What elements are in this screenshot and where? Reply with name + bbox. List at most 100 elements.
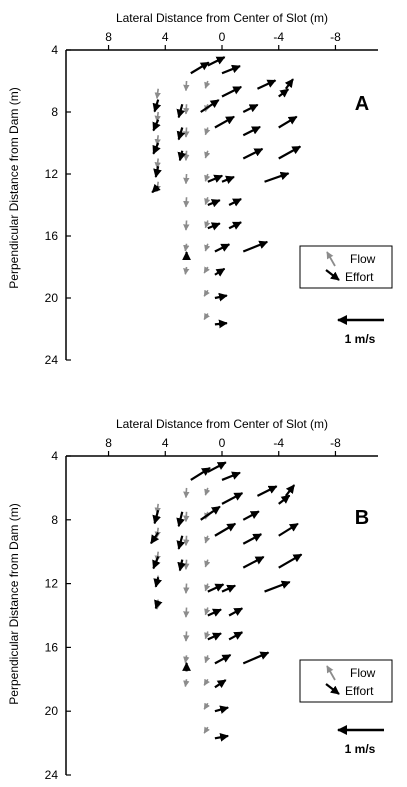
- scale-label: 1 m/s: [345, 332, 376, 346]
- legend-effort-arrow: [325, 269, 340, 281]
- effort-vector: [228, 221, 242, 230]
- y-tick-label: 8: [51, 105, 58, 119]
- effort-vector: [242, 651, 270, 665]
- effort-vector: [221, 85, 242, 98]
- effort-vector: [152, 509, 161, 525]
- panel-b-y-ticks: 4 8 12 16 20 24: [45, 449, 71, 782]
- flow-vector: [204, 243, 211, 252]
- legend-effort-label: Effort: [345, 684, 374, 698]
- legend-effort-label: Effort: [345, 270, 374, 284]
- effort-vector: [152, 556, 161, 570]
- legend-flow-arrow: [326, 665, 336, 681]
- panel-b-label: B: [355, 507, 369, 529]
- flow-vector: [203, 289, 210, 297]
- effort-vector: [256, 485, 278, 497]
- effort-vector: [154, 599, 163, 610]
- effort-vector: [207, 608, 222, 617]
- flow-vector: [183, 679, 190, 688]
- y-tick-label: 8: [51, 513, 58, 527]
- effort-vector: [152, 119, 161, 132]
- flow-vector: [183, 220, 190, 231]
- flow-vector: [203, 702, 210, 710]
- effort-vector: [242, 103, 259, 113]
- y-tick-label: 12: [45, 167, 59, 181]
- panel-a-legend: Flow Effort: [299, 245, 393, 289]
- panel-a-xlabel: Lateral Distance from Center of Slot (m): [116, 11, 328, 25]
- effort-vector: [207, 56, 226, 67]
- y-tick-label: 20: [45, 704, 59, 718]
- effort-vector: [207, 461, 227, 473]
- effort-vector: [242, 510, 260, 521]
- effort-vector: [214, 243, 231, 253]
- effort-vector: [214, 653, 232, 665]
- flow-vector: [204, 80, 211, 89]
- legend-flow-label: Flow: [350, 252, 376, 266]
- effort-vector: [278, 115, 298, 129]
- effort-vector: [221, 175, 235, 184]
- flow-vector: [183, 535, 190, 546]
- flow-vector: [183, 80, 190, 92]
- effort-vector: [190, 466, 211, 481]
- flow-vector: [154, 88, 161, 99]
- panel-b-scale: 1 m/s: [337, 725, 384, 756]
- effort-vector: [214, 679, 227, 689]
- flow-vector: [183, 487, 190, 499]
- scale-label: 1 m/s: [345, 742, 376, 756]
- effort-vector: [264, 171, 290, 183]
- flow-vector: [204, 607, 211, 616]
- flow-vector: [183, 655, 190, 664]
- panel-b-ylabel: Perpendicular Distance from Dam (m): [7, 503, 21, 704]
- flow-vector: [183, 631, 190, 642]
- y-tick-label: 24: [45, 768, 59, 782]
- y-tick-label: 20: [45, 291, 59, 305]
- flow-vector: [203, 266, 210, 274]
- flow-vector: [183, 583, 190, 594]
- legend-flow-arrow: [326, 251, 336, 267]
- flow-vector: [204, 487, 211, 496]
- x-tick-label: -8: [330, 30, 341, 44]
- flow-vector: [183, 197, 190, 208]
- x-tick-label: 4: [162, 436, 169, 450]
- effort-vector: [228, 607, 244, 617]
- flow-vector: [183, 127, 190, 138]
- effort-vector: [177, 150, 187, 162]
- effort-vector: [284, 78, 294, 90]
- effort-vector: [200, 99, 220, 113]
- flow-vector: [183, 173, 190, 185]
- legend-box: [299, 659, 393, 703]
- y-tick-label: 16: [45, 640, 59, 654]
- x-tick-label: -4: [273, 30, 284, 44]
- flow-vector: [204, 559, 211, 568]
- effort-vector: [264, 580, 291, 593]
- effort-vector: [242, 147, 264, 160]
- flow-vector: [204, 535, 211, 544]
- effort-vector: [228, 198, 242, 207]
- effort-vector: [214, 319, 228, 329]
- flow-vector: [183, 150, 190, 161]
- effort-vector: [207, 222, 221, 231]
- flow-vector: [204, 583, 211, 592]
- x-tick-label: -8: [330, 436, 341, 450]
- effort-vector: [242, 240, 269, 253]
- panel-a-y-ticks: 4 8 12 16 20 24: [45, 43, 71, 367]
- x-tick-label: 4: [162, 30, 169, 44]
- y-tick-label: 4: [51, 43, 58, 57]
- flow-vector: [183, 104, 190, 115]
- effort-vector: [153, 166, 162, 178]
- effort-vector: [242, 555, 265, 569]
- legend-effort-arrow: [325, 683, 340, 695]
- effort-vector: [278, 494, 291, 505]
- flow-vector: [204, 127, 211, 136]
- legend-box: [299, 245, 393, 289]
- flow-vector: [204, 173, 211, 182]
- effort-vector: [214, 292, 228, 302]
- effort-vector: [152, 142, 161, 155]
- effort-vector: [176, 535, 186, 550]
- panel-b-xlabel: Lateral Distance from Center of Slot (m): [116, 417, 328, 431]
- flow-vector: [183, 266, 190, 275]
- flow-vector: [203, 312, 210, 321]
- y-tick-label: 16: [45, 229, 59, 243]
- effort-vector: [207, 583, 225, 593]
- panel-a-label: A: [355, 93, 369, 115]
